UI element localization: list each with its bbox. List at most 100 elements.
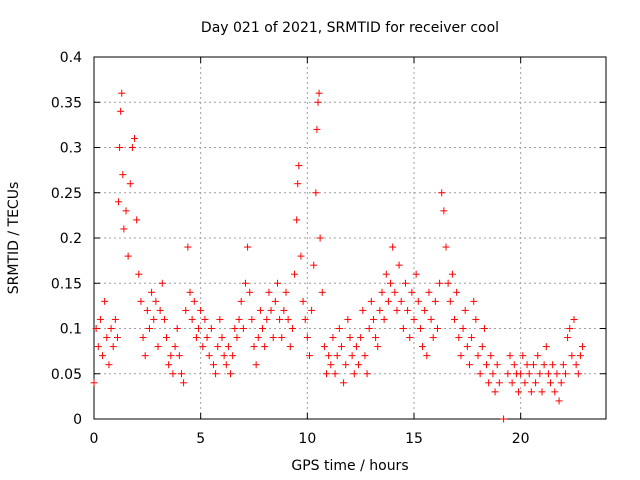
data-point	[305, 352, 313, 360]
data-point	[504, 370, 512, 378]
data-point	[542, 343, 550, 351]
data-point	[579, 343, 587, 351]
x-axis-label: GPS time / hours	[291, 458, 408, 474]
data-point	[404, 306, 412, 314]
data-point	[284, 315, 292, 323]
data-point	[525, 370, 533, 378]
data-point	[101, 297, 109, 305]
data-point	[433, 325, 441, 332]
data-point	[448, 270, 456, 278]
data-point	[487, 352, 495, 360]
y-axis-ticks: 0 0.05 0.1 0.15 0.2 0.25 0.3 0.35 0.4	[51, 50, 606, 428]
data-point	[119, 171, 127, 179]
data-point	[186, 288, 194, 296]
data-point	[455, 334, 463, 342]
data-point	[489, 370, 497, 378]
data-point	[429, 334, 437, 342]
data-point	[416, 325, 424, 332]
data-point	[363, 370, 371, 378]
data-point	[414, 297, 422, 305]
data-point	[419, 343, 427, 351]
data-point	[169, 370, 177, 378]
data-point	[431, 297, 439, 305]
data-point	[538, 388, 546, 396]
data-point	[278, 334, 286, 342]
data-point	[212, 370, 220, 378]
data-point	[259, 325, 267, 332]
data-point	[382, 270, 390, 278]
data-point	[158, 279, 166, 287]
y-tick-label: 0.25	[51, 186, 82, 202]
data-point	[346, 334, 354, 342]
y-tick-label: 0.4	[60, 50, 82, 66]
data-point	[500, 415, 508, 423]
data-point	[559, 361, 567, 369]
data-point	[280, 306, 288, 314]
data-point	[361, 352, 369, 360]
data-point	[470, 297, 478, 305]
data-point	[495, 379, 503, 387]
data-point	[154, 343, 162, 351]
data-point	[436, 279, 444, 287]
data-point	[474, 352, 482, 360]
data-point	[313, 125, 321, 133]
data-point	[117, 107, 125, 115]
data-point	[218, 334, 226, 342]
data-point	[237, 297, 245, 305]
x-tick-label: 5	[196, 431, 205, 447]
data-point	[137, 297, 145, 305]
data-point	[357, 334, 365, 342]
data-point	[308, 306, 316, 314]
data-point	[173, 325, 181, 332]
data-point	[384, 297, 392, 305]
data-point	[205, 352, 213, 360]
data-point	[517, 370, 525, 378]
data-point	[294, 180, 302, 188]
data-point	[367, 297, 375, 305]
data-point	[325, 352, 333, 360]
data-point	[476, 370, 484, 378]
data-point	[380, 315, 388, 323]
data-point	[478, 343, 486, 351]
y-tick-label: 0.3	[60, 141, 82, 157]
data-point	[131, 134, 139, 142]
data-point	[350, 370, 358, 378]
data-point	[310, 261, 318, 269]
data-point	[94, 343, 102, 351]
data-point	[523, 361, 531, 369]
x-axis-ticks: 0 5 10 15 20	[90, 57, 530, 447]
data-point	[457, 352, 465, 360]
data-point	[527, 388, 535, 396]
data-point	[177, 370, 185, 378]
data-point	[214, 343, 222, 351]
data-point	[235, 315, 243, 323]
data-point	[547, 379, 555, 387]
data-point	[491, 388, 499, 396]
data-point	[344, 315, 352, 323]
data-point	[521, 379, 529, 387]
data-point	[199, 343, 207, 351]
x-tick-label: 15	[405, 431, 423, 447]
data-point	[374, 343, 382, 351]
data-point	[506, 352, 514, 360]
data-point	[252, 361, 260, 369]
data-point	[297, 252, 305, 260]
data-point	[572, 361, 580, 369]
data-point	[320, 343, 328, 351]
data-point	[480, 325, 488, 332]
data-point	[250, 343, 258, 351]
data-point	[254, 334, 262, 342]
data-point	[393, 306, 401, 314]
data-point	[122, 207, 130, 215]
data-point	[376, 306, 384, 314]
data-point	[444, 279, 452, 287]
data-point	[468, 334, 476, 342]
data-point	[241, 279, 249, 287]
data-point	[295, 162, 303, 170]
data-point	[389, 243, 397, 251]
data-point	[391, 288, 399, 296]
data-point	[555, 397, 563, 405]
data-point	[188, 315, 196, 323]
data-point	[576, 352, 584, 360]
